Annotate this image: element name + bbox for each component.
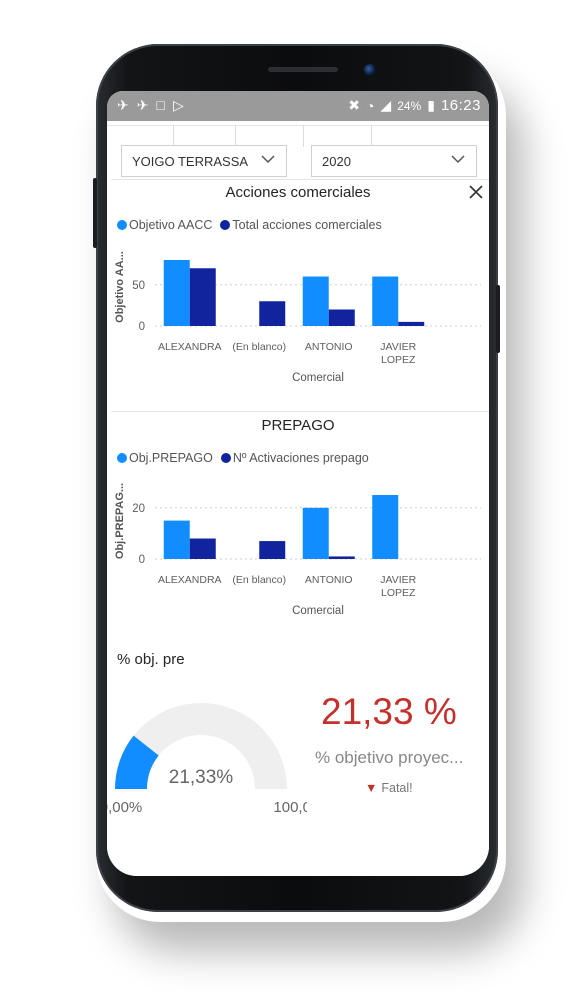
year-dropdown[interactable]: 2020: [311, 145, 477, 177]
store-dropdown-value: YOIGO TERRASSA: [132, 154, 249, 169]
y-tick-label: 0: [139, 554, 145, 566]
bar: [189, 268, 216, 326]
bar: [372, 276, 399, 326]
legend-swatch: [220, 220, 231, 230]
mute-icon: ✖: [348, 97, 360, 113]
status-right: ✖ ◔ ◢ 24% ▮ 16:23: [348, 97, 481, 114]
phone-screen: ✈ ✈ □ ▷ ✖ ◔ ◢ 24% ▮ 16:23 YOIGO TERRASSA…: [107, 91, 489, 876]
report-canvas: YOIGO TERRASSA 2020 Acciones comerciales…: [107, 121, 489, 876]
battery-percent: 24%: [397, 98, 422, 113]
bar: [189, 538, 216, 559]
kpi-card-label: % objetivo proyec...: [315, 748, 464, 767]
y-tick-label: 20: [132, 503, 145, 515]
status-bar: ✈ ✈ □ ▷ ✖ ◔ ◢ 24% ▮ 16:23: [107, 91, 489, 121]
power-button: [496, 285, 500, 353]
chart-title-acciones: Acciones comerciales: [225, 184, 371, 201]
gauge-value: 21,33%: [169, 767, 234, 788]
year-dropdown-value: 2020: [322, 154, 351, 169]
legend-swatch: [117, 453, 127, 463]
x-tick-label: (En blanco): [232, 341, 286, 353]
earpiece-speaker: [268, 67, 338, 72]
legend-swatch: [117, 220, 127, 230]
battery-icon: ▮: [427, 97, 435, 113]
divider: [371, 125, 372, 147]
x-tick-label: ANTONIO: [305, 574, 353, 586]
volume-button: [93, 178, 97, 248]
bar: [302, 276, 329, 326]
front-camera: [364, 64, 376, 76]
gauge-track: [115, 703, 287, 789]
close-icon[interactable]: [469, 185, 483, 199]
kpi-card-value: 21,33 %: [321, 691, 457, 732]
x-tick-label: ALEXANDRA: [158, 574, 222, 586]
app-icon: ✈: [136, 97, 149, 113]
bar: [328, 556, 355, 559]
x-tick-label: ANTONIO: [305, 341, 353, 353]
legend-label: Obj.PREPAGO: [129, 451, 213, 465]
bar: [163, 260, 190, 326]
media-icon: ▷: [172, 97, 184, 113]
bar: [163, 520, 190, 559]
y-axis-label: Obj.PREPAG...: [114, 483, 126, 559]
kpi-status: ▼ Fatal!: [365, 781, 413, 795]
app-icon: ✈: [117, 97, 129, 113]
legend-swatch: [220, 453, 231, 463]
chart-legend-prepago: Obj.PREPAGO Nº Activaciones prepago: [117, 451, 369, 465]
y-tick-label: 50: [132, 280, 145, 292]
bar: [328, 309, 355, 326]
divider: [111, 411, 489, 412]
gauge-min-label: 0,00%: [107, 799, 142, 816]
chart-legend-acciones: Objetivo AACC Total acciones comerciales: [117, 218, 382, 232]
chevron-down-icon: [261, 155, 275, 164]
bar: [302, 507, 329, 559]
x-axis-label: Comercial: [292, 605, 344, 617]
notification-icons: ✈ ✈ □ ▷: [117, 97, 184, 114]
bar: [259, 541, 286, 559]
lock-icon: □: [156, 97, 165, 113]
divider: [173, 125, 174, 147]
kpi-status-text: Fatal!: [381, 781, 413, 795]
signal-icon: ◢: [380, 97, 392, 113]
divider: [111, 179, 489, 180]
x-tick-label: JAVIER: [380, 574, 416, 586]
chart-title-prepago: PREPAGO: [261, 417, 335, 434]
bar: [398, 321, 425, 326]
kpi-title: % obj. pre: [117, 651, 185, 668]
chevron-down-icon: [451, 155, 465, 164]
gauge-max-label: 100,00%: [273, 799, 307, 816]
divider: [303, 125, 304, 147]
x-tick-label: ALEXANDRA: [158, 341, 222, 353]
divider: [107, 125, 489, 126]
bar-chart-prepago: 0 20 Obj.PREPAG... ALEXANDRA (En blanco) ANTO…: [114, 483, 481, 617]
bar: [259, 301, 286, 326]
x-tick-label: JAVIER: [380, 341, 416, 353]
bar-chart-acciones: 0 50 Objetivo AA... ALEXANDRA (En blanco) ANT…: [114, 251, 481, 384]
x-tick-label: (En blanco): [232, 574, 286, 586]
store-dropdown[interactable]: YOIGO TERRASSA: [121, 145, 287, 177]
y-tick-label: 0: [139, 321, 145, 333]
divider: [235, 125, 236, 147]
bar: [372, 495, 399, 559]
gauge-chart: 21,33% 0,00% 100,00%: [107, 703, 307, 816]
clock: 16:23: [440, 97, 481, 114]
down-triangle-icon: ▼: [365, 781, 378, 795]
legend-label: Total acciones comerciales: [232, 218, 382, 232]
x-tick-label: LOPEZ: [381, 354, 416, 366]
gauge-fill: [115, 735, 159, 789]
legend-label: Nº Activaciones prepago: [232, 451, 369, 465]
legend-label: Objetivo AACC: [129, 218, 213, 232]
y-axis-label: Objetivo AA...: [114, 251, 126, 323]
wifi-icon: ◔: [365, 97, 375, 114]
x-axis-label: Comercial: [292, 372, 344, 384]
x-tick-label: LOPEZ: [381, 587, 416, 599]
